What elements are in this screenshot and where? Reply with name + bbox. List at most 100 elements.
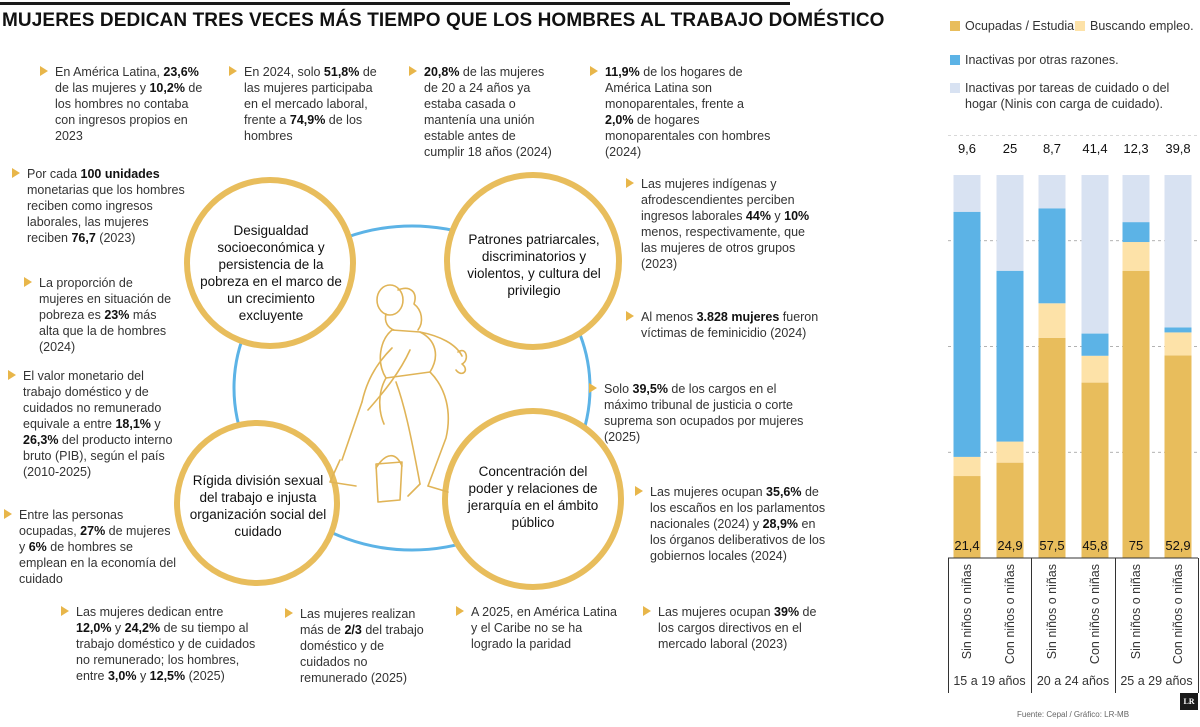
bar-segment [1164,332,1192,356]
fact-text: de los escaños en los parlamentos nacion… [650,485,826,531]
fact-highlight: 39% [774,605,800,619]
bar-segment [996,270,1024,442]
data-label-ocupadas: 21,4 [954,538,979,553]
legend-swatch [950,21,960,31]
bar-segment [996,441,1024,463]
data-label-ocupadas: 52,9 [1165,538,1190,553]
bar-segment [953,476,981,558]
category-label: Sin niños o niñas [1045,564,1059,659]
bar-segment [1122,270,1150,558]
fact-text: y [770,209,785,223]
bullet-triangle-icon [589,383,597,393]
circle-label-inequality: Desigualdad socioeconómica y persistenci… [200,223,342,323]
bullet-triangle-icon [626,178,634,188]
circle-label-power: Concentración del poder y relaciones de … [467,464,599,530]
lr-logo: LR [1180,693,1198,710]
fact-highlight: 26,3% [23,433,59,447]
category-label: Sin niños o niñas [960,564,974,659]
fact-child-marriage: 20,8% de las mujeres de 20 a 24 años ya … [409,64,556,160]
fact-text: de los cargos en el máximo tribunal de j… [604,382,804,444]
fact-text: de hogares monoparentales con hombres (2… [605,113,771,159]
bar-segment [1164,175,1192,328]
bullet-triangle-icon [8,370,16,380]
fact-highlight: 51,8% [323,65,360,79]
fact-highlight: 18,1% [115,417,151,431]
fact-text: A 2025, en América Latina y el Caribe no… [471,605,617,651]
fact-care-economy: Entre las personas ocupadas, 27% de muje… [4,507,179,587]
fact-highlight: 11,9% [605,65,640,79]
fact-highlight: 27% [80,524,106,538]
fact-highlight: 74,9% [289,113,326,127]
fact-text: monetarias que los hombres reciben como … [27,183,185,245]
fact-text: más alta que la de hombres (2024) [39,308,167,354]
title-rule [0,2,790,5]
data-label-cuidado: 39,8 [1165,141,1190,156]
bar-segment [1081,382,1109,558]
bar-segment [1164,327,1192,333]
fact-text: de los hogares de América Latina son mon… [605,65,744,111]
fact-text: fueron víctimas de feminicidio (2024) [641,310,819,340]
fact-wage-gap: Por cada 100 unidades monetarias que los… [12,166,187,246]
data-label-ocupadas: 24,9 [997,538,1022,553]
data-label-cuidado: 41,4 [1082,141,1107,156]
fact-text: En América Latina, [55,65,164,79]
fact-text: Solo [604,382,633,396]
fact-text: de las mujeres y [55,81,150,95]
fact-text: Las mujeres ocupan [658,605,775,619]
fact-highlight: 6% [28,540,47,554]
bullet-triangle-icon [61,606,69,616]
fact-text: de las mujeres participaba en el mercado… [244,65,377,127]
bar-segment [1081,175,1109,334]
fact-highlight: 20,8% [424,65,460,79]
bar-segment [1122,175,1150,223]
legend-swatch [950,83,960,93]
bar-segment [1038,208,1066,304]
bar-segment [953,211,981,457]
legend-label: Ocupadas / Estudian. [965,19,1085,33]
fact-labor-participation: En 2024, solo 51,8% de las mujeres parti… [229,64,389,144]
group-label: 15 a 19 años [953,674,1025,688]
bullet-triangle-icon [40,66,48,76]
fact-text: La proporción de mujeres en situación de… [39,276,172,322]
fact-text: Las mujeres dedican entre [76,605,224,619]
fact-text: de los hombres [244,113,363,143]
fact-poverty: La proporción de mujeres en situación de… [24,275,177,355]
circle-label-patriarchy: Patrones patriarcales, discriminatorios … [467,232,601,298]
legend-swatch [1075,21,1085,31]
fact-text: de mujeres y [19,524,171,554]
group-label: 20 a 24 años [1037,674,1109,688]
bar-segment [996,462,1024,558]
fact-highlight: 28,9% [762,517,799,531]
fact-text: (2025) [185,669,225,683]
fact-text: de los cargos directivos en el mercado l… [658,605,817,651]
bullet-triangle-icon [635,486,643,496]
fact-highlight: 24,2% [124,621,161,635]
fact-highlight: 2,0% [605,113,634,127]
fact-two-thirds: Las mujeres realizan más de 2/3 del trab… [285,606,432,686]
bar-segment [1038,303,1066,338]
bullet-triangle-icon [24,277,32,287]
bullet-triangle-icon [643,606,651,616]
data-label-ocupadas: 75 [1129,538,1143,553]
group-label: 25 a 29 años [1120,674,1192,688]
fact-text: en los órganos deliberativos de los gobi… [650,517,826,563]
bar-segment [953,456,981,477]
fact-text: Por cada [27,167,81,181]
fact-text: del trabajo doméstico y de cuidados no r… [300,623,424,685]
source-credit: Fuente: Cepal / Gráfico: LR-MB [1017,710,1130,719]
legend-label: Inactivas por tareas de cuidado o del ho… [965,81,1170,111]
fact-text: El valor monetario del trabajo doméstico… [23,369,162,431]
fact-text: En 2024, solo [244,65,324,79]
fact-indigenous-income: Las mujeres indígenas y afrodescendiente… [626,176,816,272]
legend-label: Inactivas por otras razones. [965,53,1119,67]
fact-text: y [136,669,150,683]
fact-highlight: 2/3 [344,623,362,637]
circle-label-labor-division: Rígida división sexual del trabajo e inj… [189,473,327,539]
data-label-ocupadas: 45,8 [1082,538,1107,553]
legend-label: Buscando empleo. [1090,19,1194,33]
stacked-bar-chart: 21,4 9,6 Sin niños o niñas 24,9 25 Con niños … [948,135,1199,693]
concept-diagram [174,172,624,590]
fact-text: Entre las personas ocupadas, [19,508,124,538]
bullet-triangle-icon [456,606,464,616]
fact-highlight: 100 unidades [80,167,160,181]
